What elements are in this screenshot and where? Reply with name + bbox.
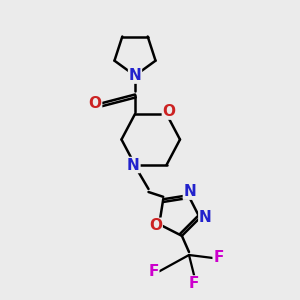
Text: F: F bbox=[188, 276, 199, 291]
Text: N: N bbox=[199, 210, 211, 225]
Text: F: F bbox=[148, 264, 159, 279]
Text: N: N bbox=[129, 68, 141, 83]
Text: O: O bbox=[162, 104, 176, 119]
Text: O: O bbox=[88, 96, 102, 111]
Text: N: N bbox=[127, 158, 140, 172]
Text: F: F bbox=[213, 250, 224, 266]
Text: N: N bbox=[183, 184, 196, 199]
Text: O: O bbox=[149, 218, 162, 233]
